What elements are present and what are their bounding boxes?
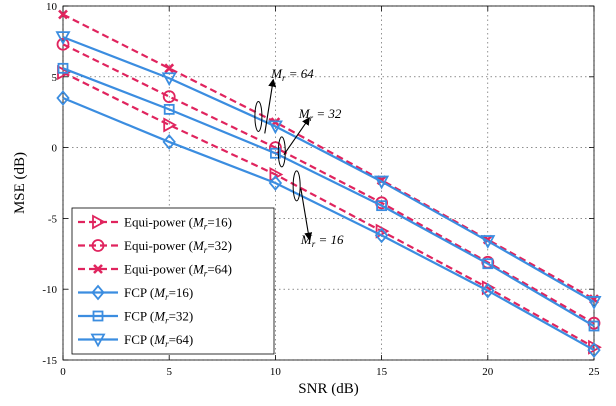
annotation-ellipse: [292, 170, 301, 202]
triangle-down-marker: [267, 120, 283, 135]
x-marker: [58, 9, 68, 20]
annotation-label: Mr = 64: [270, 66, 314, 83]
diamond-marker: [374, 227, 389, 244]
square-marker: [482, 258, 494, 270]
legend-label: FCP (Mr=16): [124, 285, 193, 302]
square-marker: [269, 147, 281, 159]
y-tick-label: 0: [52, 143, 58, 155]
series-line: [62, 97, 595, 352]
x-tick-label: 0: [60, 366, 66, 378]
annotation: Mr = 64: [254, 66, 314, 134]
x-tick-label: 10: [270, 366, 282, 378]
annotations: Mr = 64 Mr = 32 Mr = 16: [254, 66, 344, 249]
legend-entry: Equi-power (Mr=32): [78, 238, 232, 255]
triangle-down-marker: [161, 72, 177, 87]
square-marker: [163, 103, 175, 115]
legend-label: Equi-power (Mr=32): [124, 238, 232, 255]
x-marker: [93, 264, 103, 274]
annotation-arrow: [264, 78, 277, 134]
circle-marker: [91, 239, 105, 252]
annotation-arrow: [283, 117, 310, 155]
triangle-right-marker: [163, 117, 178, 133]
y-tick-label: -15: [42, 355, 57, 367]
legend-entry: FCP (Mr=16): [78, 284, 193, 302]
legend-label: FCP (Mr=64): [124, 332, 193, 349]
square-marker: [588, 320, 600, 332]
series-line: [62, 36, 595, 303]
y-tick-label: 5: [52, 72, 58, 84]
series-line: [62, 43, 595, 325]
square-marker: [92, 310, 104, 322]
legend-entry: FCP (Mr=64): [78, 332, 193, 349]
legend-box: [71, 207, 275, 355]
legend-entry: Equi-power (Mr=64): [78, 262, 232, 279]
y-tick-label: 10: [46, 1, 58, 13]
series-fcp-m-r-32: [57, 62, 600, 332]
series-group: [55, 9, 602, 358]
axis-ticks: 0 5 10 15 20 25 -15 -10 -5 0 5 10: [42, 1, 600, 378]
annotation-arrow: [300, 188, 313, 241]
series-line: [62, 13, 595, 301]
legend-label: Equi-power (Mr=64): [124, 262, 232, 279]
circle-marker: [162, 90, 176, 104]
y-tick-label: -5: [48, 213, 58, 225]
legend: Equi-power (Mr=16) Equi-power (Mr=32) Equi…: [71, 207, 275, 355]
triangle-down-marker: [90, 333, 106, 348]
x-tick-label: 5: [166, 366, 172, 378]
triangle-down-marker: [586, 296, 602, 310]
annotation: Mr = 32: [277, 106, 342, 168]
plot-frame: [62, 5, 595, 361]
legend-entry: FCP (Mr=32): [78, 309, 193, 326]
diamond-marker: [268, 175, 283, 191]
triangle-down-marker: [374, 175, 390, 190]
y-axis-label: MSE (dB): [12, 152, 28, 214]
square-marker: [376, 200, 388, 212]
x-tick-label: 20: [482, 366, 494, 378]
x-axis-label: SNR (dB): [298, 381, 358, 397]
diamond-marker: [91, 284, 105, 301]
legend-entry: Equi-power (Mr=16): [78, 214, 232, 232]
diamond-marker: [587, 342, 601, 358]
annotation-label: Mr = 16: [300, 232, 344, 249]
series-line: [62, 67, 595, 327]
annotation-label: Mr = 32: [298, 106, 342, 123]
annotation: Mr = 16: [292, 170, 344, 249]
triangle-down-marker: [55, 31, 71, 46]
diamond-marker: [56, 90, 70, 106]
x-tick-label: 25: [589, 366, 601, 378]
x-marker: [164, 63, 175, 74]
series-line: [62, 71, 595, 349]
series-fcp-m-r-16: [56, 90, 601, 358]
y-tick-label: -10: [42, 284, 57, 296]
circle-marker: [56, 37, 70, 51]
triangle-down-marker: [480, 235, 496, 249]
diamond-marker: [481, 282, 495, 299]
triangle-right-marker: [92, 214, 106, 230]
square-marker: [57, 62, 69, 74]
series-fcp-m-r-64: [55, 31, 602, 310]
diamond-marker: [162, 134, 176, 150]
x-tick-label: 15: [376, 366, 388, 378]
annotation-ellipse: [254, 100, 263, 132]
legend-label: Equi-power (Mr=16): [124, 215, 232, 232]
legend-label: FCP (Mr=32): [124, 309, 193, 326]
